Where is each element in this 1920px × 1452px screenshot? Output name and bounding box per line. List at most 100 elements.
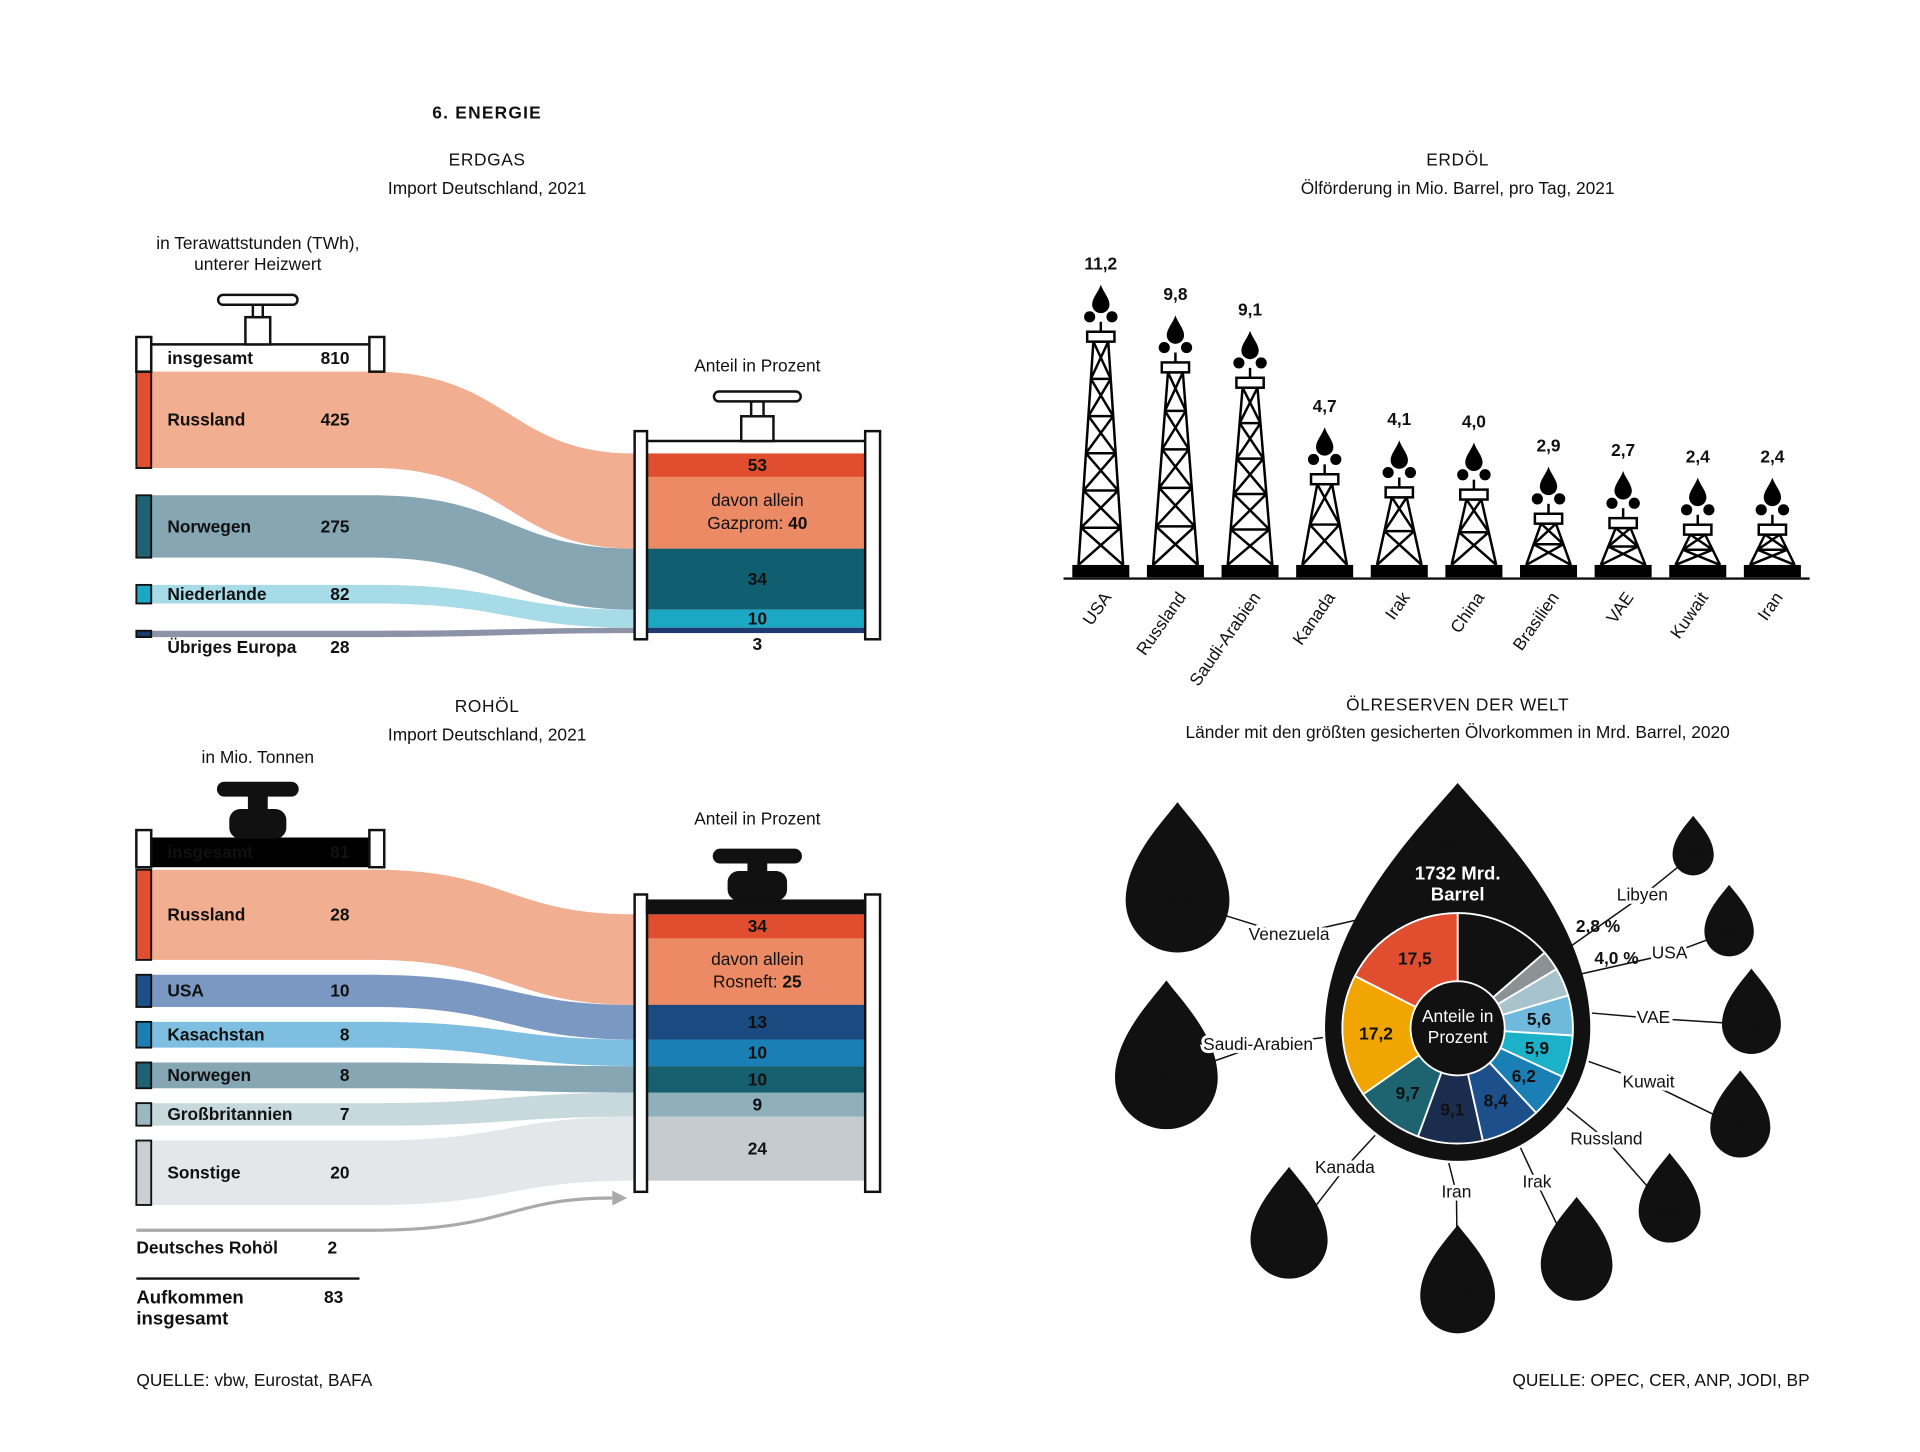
country-label: USA <box>1652 943 1688 963</box>
share-label: 10 <box>748 609 767 629</box>
share-label: 24 <box>748 1139 768 1159</box>
reserve-drop <box>1710 1070 1771 1158</box>
valve <box>251 303 265 319</box>
splash <box>1241 330 1259 360</box>
bar <box>135 868 153 961</box>
share-label: 10 <box>748 1043 767 1063</box>
splash <box>1330 453 1342 465</box>
country-label: Venezuela <box>1249 924 1330 944</box>
reserve-value: 168 <box>1275 1230 1304 1250</box>
flow <box>151 1116 635 1205</box>
derrick <box>1226 386 1274 566</box>
splash <box>1554 493 1566 505</box>
leader-line <box>1448 1162 1458 1194</box>
chart-subtitle: Import Deutschland, 2021 <box>388 178 586 198</box>
bar <box>135 1139 153 1206</box>
leader-line <box>1519 1147 1538 1184</box>
share-bar <box>647 627 866 634</box>
center-label: Anteile in Prozent <box>1422 1006 1493 1047</box>
share-bar <box>647 1066 866 1093</box>
leader-line <box>1344 1134 1376 1169</box>
chart-title: ERDGAS <box>449 150 526 170</box>
splash <box>1539 466 1558 496</box>
splash <box>1255 357 1267 369</box>
reserve-drop <box>1115 980 1218 1130</box>
reserve-drop <box>1704 884 1754 957</box>
derrick-base <box>1669 564 1727 578</box>
splash <box>1681 504 1693 516</box>
valve <box>727 870 788 901</box>
value-label: 11,2 <box>1084 253 1117 273</box>
valve <box>712 848 802 864</box>
derrick-base <box>1370 564 1428 578</box>
derrick <box>1301 482 1349 566</box>
leader-line <box>1588 1060 1649 1084</box>
splash <box>1614 471 1632 500</box>
unit-label: in Mio. Tonnen <box>202 747 315 767</box>
derrick-base <box>1221 564 1279 578</box>
leader-line <box>1581 953 1670 975</box>
x-tick-label: VAE <box>1602 588 1638 627</box>
flow <box>151 1062 635 1093</box>
marks <box>135 284 1801 1334</box>
splash <box>1777 504 1790 516</box>
reserve-value: 108 <box>1655 1201 1684 1221</box>
valve <box>244 315 272 346</box>
pipe-cap <box>368 828 386 869</box>
world-total: 1732 Mrd. Barrel <box>1415 864 1501 906</box>
valve <box>216 293 299 307</box>
derrick-base <box>1743 564 1801 578</box>
reserve-value: 304 <box>1163 891 1192 911</box>
country-label: Iran <box>1441 1182 1471 1202</box>
reserve-drop <box>1638 1152 1701 1243</box>
series-value: 425 <box>321 410 350 430</box>
series-value: 82 <box>330 584 349 604</box>
reserve-value: 102 <box>1726 1117 1755 1137</box>
reserve-value: 145 <box>1562 1255 1591 1275</box>
splash <box>1390 440 1408 469</box>
segment-label: 2,8 % <box>1576 916 1620 936</box>
segment-label: 8,4 <box>1484 1090 1508 1110</box>
supply-value: 83 <box>324 1287 344 1307</box>
derrick-cap <box>1384 486 1415 499</box>
decorations <box>135 293 1810 1194</box>
segment-label: 17,5 <box>1398 948 1432 968</box>
reserve-value: 98 <box>1742 1014 1762 1034</box>
valve <box>749 400 765 418</box>
country-label: Kanada <box>1315 1157 1375 1177</box>
series-name: Russland <box>167 905 245 925</box>
flow <box>151 974 635 1040</box>
reserve-drop <box>1420 1224 1496 1334</box>
leader-line <box>1591 1012 1654 1020</box>
share-label: 53 <box>748 455 768 475</box>
pipe-cap <box>135 335 153 373</box>
tank-wall <box>863 429 882 641</box>
bar <box>135 629 153 639</box>
segment-label: 9,1 <box>1440 1100 1464 1120</box>
series-value: 8 <box>340 1065 350 1085</box>
splash <box>1755 504 1767 516</box>
value-label: 2,9 <box>1536 435 1560 455</box>
source: QUELLE: vbw, Eurostat, BAFA <box>136 1370 372 1390</box>
page-title: 6. ENERGIE <box>432 103 542 123</box>
x-tick-label: Kuwait <box>1666 588 1712 642</box>
bar <box>135 1061 153 1090</box>
splash <box>1233 357 1245 369</box>
splash <box>1763 477 1782 507</box>
share-bar <box>647 1039 866 1067</box>
splash <box>1465 442 1483 472</box>
donut-hole <box>1411 982 1504 1075</box>
splash <box>1606 497 1618 509</box>
splash <box>1158 341 1170 354</box>
splash <box>1479 469 1491 481</box>
total-value: 810 <box>321 348 350 368</box>
domestic-value: 2 <box>328 1237 338 1257</box>
segment-label: 6,2 <box>1512 1066 1536 1086</box>
chart-title: ROHÖL <box>455 696 520 716</box>
derrick-cap <box>1085 330 1116 343</box>
splash <box>1307 453 1320 465</box>
reserve-value: 69 <box>1719 921 1738 941</box>
value-label: 4,1 <box>1387 409 1411 429</box>
derrick-cap <box>1160 361 1191 374</box>
